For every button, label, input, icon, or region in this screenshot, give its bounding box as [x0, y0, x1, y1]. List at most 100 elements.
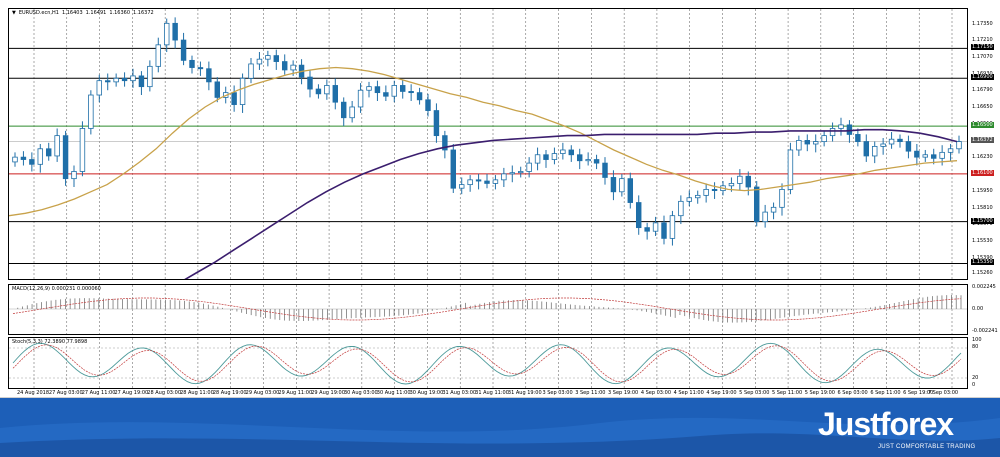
- chart-terminal: ▼ EURUSD.ecn,H1 1.16403 1.16491 1.16360 1.163…: [0, 8, 1000, 398]
- candle-body: [585, 159, 591, 162]
- candle-body: [29, 159, 35, 165]
- candle-body: [947, 148, 954, 153]
- candle-body: [374, 86, 381, 94]
- candle-body: [104, 80, 111, 83]
- candle-body: [871, 145, 878, 157]
- candle-body: [804, 140, 811, 145]
- candle-body: [610, 177, 617, 193]
- price-tick: 1.15950: [972, 187, 993, 194]
- stochastic-panel[interactable]: Stoch(5,3,3) 72.3890 77.9898: [8, 337, 968, 389]
- candle-body: [281, 61, 288, 71]
- candle-body: [307, 76, 313, 90]
- price-tag: 1.16100: [971, 169, 994, 176]
- candle-body: [214, 81, 221, 98]
- time-tick: 28 Aug 11:00: [180, 390, 214, 396]
- candle-body: [366, 86, 372, 91]
- time-tick: 29 Aug 03:00: [245, 390, 280, 396]
- price-tick: 1.15530: [972, 237, 993, 244]
- candle-body: [635, 202, 642, 229]
- macd-tick: -0.002241: [972, 328, 998, 334]
- candle-body: [551, 153, 558, 160]
- candle-body: [661, 222, 667, 239]
- candle-body: [71, 171, 77, 180]
- candle-body: [88, 94, 94, 129]
- candle-body: [399, 85, 406, 92]
- time-tick: 4 Sep 11:00: [673, 390, 704, 396]
- time-tick: 7 Sep 03:00: [927, 390, 959, 396]
- candle-body: [197, 67, 204, 70]
- candle-body: [172, 22, 178, 41]
- candle-body: [728, 183, 735, 187]
- candle-body: [163, 22, 170, 46]
- time-tick: 28 Aug 03:00: [147, 390, 181, 396]
- candle-body: [290, 64, 296, 71]
- time-tick: 5 Sep 11:00: [771, 390, 803, 396]
- candle-body: [669, 215, 676, 239]
- candle-body: [855, 134, 861, 143]
- macd-panel[interactable]: MACD(12,26,9) 0.000231 0.000060: [8, 284, 968, 335]
- candle-body: [113, 77, 119, 83]
- macd-tick: 0.002245: [972, 284, 996, 290]
- candle-body: [753, 186, 760, 223]
- candle-body: [576, 154, 583, 162]
- stochastic-label: Stoch(5,3,3) 72.3890 77.9898: [12, 339, 88, 345]
- time-tick: 31 Aug 19:00: [507, 390, 542, 396]
- candle-body: [770, 206, 777, 213]
- stoch-signal-line: [12, 344, 962, 383]
- time-tick: 30 Aug 03:00: [343, 390, 378, 396]
- candle-body: [273, 55, 280, 62]
- candle-body: [256, 58, 263, 65]
- macd-tick: 0.00: [972, 306, 984, 312]
- candle-body: [349, 106, 355, 119]
- time-tick: 4 Sep 19:00: [706, 390, 737, 396]
- candle-body: [265, 55, 271, 60]
- candle-body: [45, 148, 52, 157]
- candle-body: [796, 140, 802, 151]
- time-tick: 30 Aug 11:00: [376, 390, 411, 396]
- time-tick: 30 Aug 19:00: [409, 390, 444, 396]
- candle-body: [914, 150, 920, 158]
- candle-body: [62, 135, 69, 180]
- candle-body: [897, 138, 903, 143]
- candle-body: [930, 154, 937, 159]
- candle-body: [340, 101, 347, 119]
- candle-body: [888, 138, 895, 145]
- time-tick: 3 Sep 19:00: [608, 390, 639, 396]
- candle-body: [560, 149, 566, 154]
- candle-body: [627, 178, 634, 203]
- candle-body: [383, 92, 389, 97]
- price-tick: 1.16230: [972, 154, 993, 161]
- price-chart-panel[interactable]: ▼ EURUSD.ecn,H1 1.16403 1.16491 1.16360 1.163…: [8, 8, 968, 280]
- time-tick: 6 Sep 11:00: [870, 390, 901, 396]
- candle-body: [509, 172, 516, 175]
- price-tick: 1.15260: [972, 270, 993, 277]
- candle-body: [239, 77, 246, 105]
- candle-body: [846, 124, 853, 135]
- candle-body: [652, 222, 659, 232]
- candle-body: [939, 151, 945, 159]
- stochastic-axis: 100 80 20 0: [968, 337, 1000, 389]
- ohlc-close: 1.16372: [133, 10, 154, 16]
- candle-body: [686, 197, 693, 202]
- candle-body: [829, 128, 836, 137]
- candle-body: [20, 156, 27, 160]
- time-tick: 6 Sep 03:00: [837, 390, 868, 396]
- candle-body: [391, 85, 398, 97]
- candle-body: [180, 39, 187, 61]
- dropdown-triangle-icon[interactable]: ▼: [12, 10, 16, 16]
- time-tick: 29 Aug 19:00: [311, 390, 345, 396]
- time-tick: 3 Sep 03:00: [542, 390, 573, 396]
- candle-body: [37, 148, 44, 165]
- stoch-tick: 100: [972, 337, 982, 343]
- ohlc-open: 1.16403: [61, 10, 83, 16]
- candle-body: [121, 77, 128, 82]
- banner-wave-graphic: [0, 417, 1000, 457]
- price-tag: 1.16900: [971, 74, 994, 81]
- time-tick: 6 Sep 19:00: [903, 390, 934, 396]
- stoch-tick: 0: [972, 382, 976, 388]
- candle-body: [248, 63, 254, 79]
- brand-logo[interactable]: Justforex: [818, 406, 954, 442]
- candle-body: [737, 175, 743, 184]
- price-axis: 1.17350 1.17210 1.17070 1.16930 1.16790 1.166…: [968, 8, 1000, 280]
- price-chart-svg: [9, 9, 967, 279]
